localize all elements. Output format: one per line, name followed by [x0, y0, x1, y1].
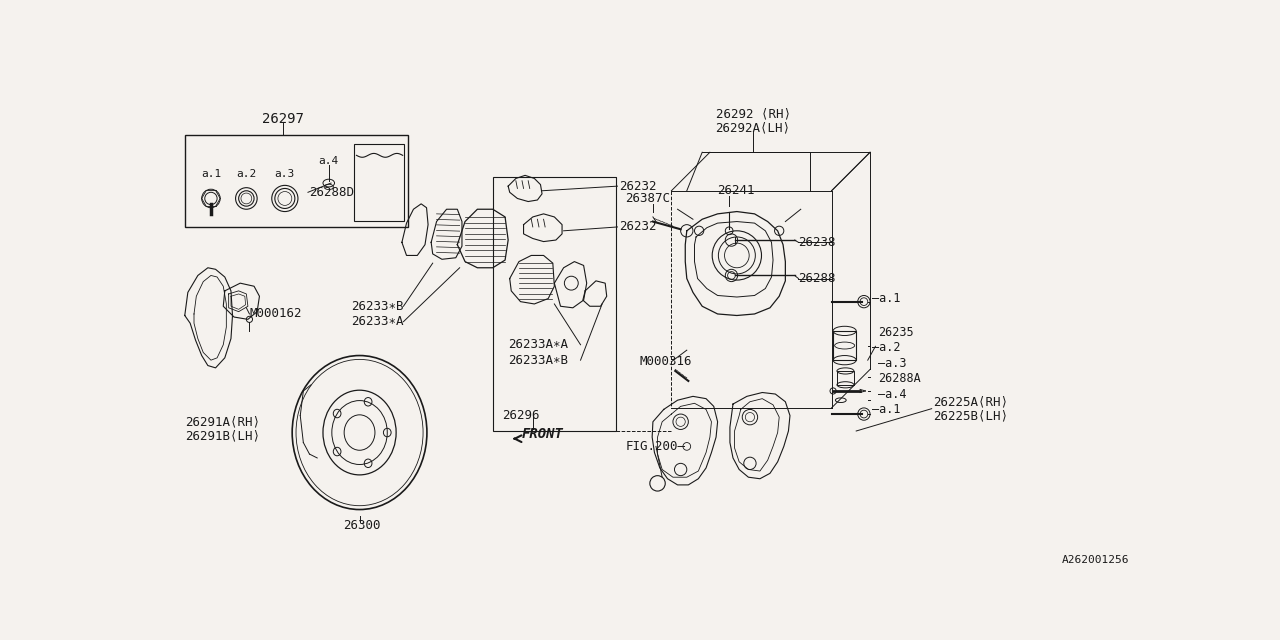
Text: 26232: 26232	[620, 180, 657, 193]
Text: FIG.200—: FIG.200—	[625, 440, 685, 453]
Text: a.4: a.4	[319, 157, 339, 166]
Text: a.3: a.3	[275, 169, 294, 179]
Text: A262001256: A262001256	[1062, 556, 1129, 565]
Text: 26292A⟨LH⟩: 26292A⟨LH⟩	[716, 121, 791, 134]
Text: —a.2: —a.2	[872, 341, 900, 355]
Text: 26288A: 26288A	[878, 372, 920, 385]
Text: M000162: M000162	[250, 307, 302, 321]
Text: 26238: 26238	[799, 236, 836, 249]
Text: 26225A⟨RH⟩: 26225A⟨RH⟩	[933, 396, 1009, 408]
Bar	[184, 134, 408, 227]
Text: 26288: 26288	[799, 272, 836, 285]
Text: 26291A⟨RH⟩: 26291A⟨RH⟩	[184, 415, 260, 428]
Text: a.2: a.2	[237, 169, 256, 179]
Text: 26297: 26297	[261, 112, 303, 126]
Text: 26300: 26300	[343, 519, 380, 532]
Bar	[493, 177, 616, 431]
Text: 26292 ⟨RH⟩: 26292 ⟨RH⟩	[716, 108, 791, 120]
Text: 26232: 26232	[620, 220, 657, 234]
Text: 26288D: 26288D	[310, 186, 355, 199]
Text: 26296: 26296	[502, 409, 539, 422]
Text: 26233A∗B: 26233A∗B	[508, 354, 568, 367]
Text: 26235: 26235	[878, 326, 914, 339]
Text: —a.1: —a.1	[872, 292, 900, 305]
Text: a.1: a.1	[201, 169, 221, 179]
Bar	[355, 144, 404, 221]
Text: —a.1: —a.1	[872, 403, 900, 416]
Text: M000316: M000316	[639, 355, 691, 368]
Text: FRONT: FRONT	[522, 427, 564, 441]
Text: 26225B⟨LH⟩: 26225B⟨LH⟩	[933, 409, 1009, 422]
Bar	[833, 331, 856, 360]
Text: 26291B⟨LH⟩: 26291B⟨LH⟩	[184, 429, 260, 442]
Text: 26241: 26241	[718, 184, 755, 197]
Text: —a.4: —a.4	[878, 388, 906, 401]
Text: 26233∗A: 26233∗A	[351, 315, 403, 328]
Text: 26387C: 26387C	[625, 192, 671, 205]
Text: —a.3: —a.3	[878, 356, 906, 370]
Text: 26233∗B: 26233∗B	[351, 300, 403, 313]
Text: 26233A∗A: 26233A∗A	[508, 339, 568, 351]
Bar	[837, 371, 854, 385]
